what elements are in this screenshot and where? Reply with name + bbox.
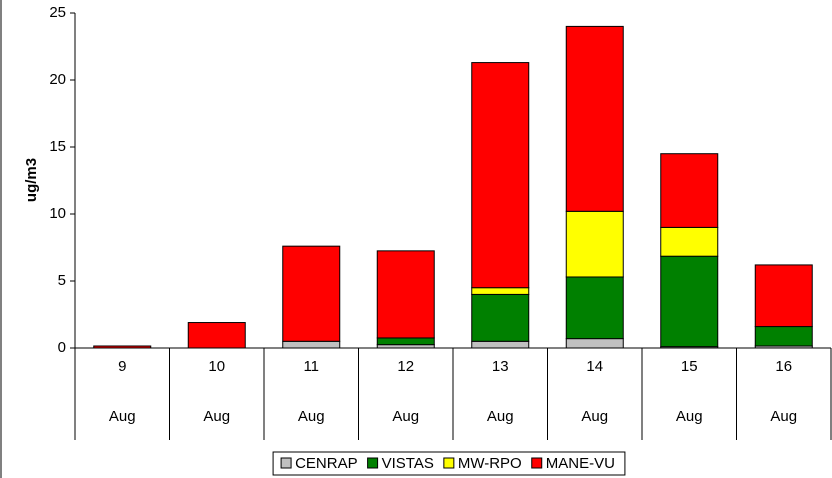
x-tick-month: Aug (109, 408, 136, 425)
bar-segment (187, 322, 246, 349)
x-tick-month: Aug (676, 408, 703, 425)
bar-segment (93, 345, 152, 349)
x-tick-month: Aug (770, 408, 797, 425)
legend-swatch (367, 457, 379, 469)
x-tick-month: Aug (298, 408, 325, 425)
y-tick-label: 10 (49, 205, 66, 222)
y-tick-label: 25 (49, 4, 66, 21)
x-tick-month: Aug (203, 408, 230, 425)
x-tick-label: 9 (118, 358, 126, 375)
y-axis-label: ug/m3 (23, 158, 40, 202)
bar-segment (565, 338, 624, 349)
x-tick-label: 11 (303, 358, 319, 375)
bar-segment (471, 62, 530, 289)
y-tick-label: 20 (49, 71, 66, 88)
x-tick-label: 13 (492, 358, 509, 375)
x-tick-label: 15 (681, 358, 698, 375)
bar-segment (471, 340, 530, 349)
bar-segment (754, 326, 813, 347)
bar-segment (754, 264, 813, 328)
bar-segment (376, 337, 435, 346)
bar-segment (376, 344, 435, 349)
y-tick-label: 5 (58, 272, 66, 289)
bar-segment (660, 153, 719, 228)
bar-segment (471, 293, 530, 342)
legend-swatch (280, 457, 292, 469)
bar-segment (565, 25, 624, 212)
legend-label: VISTAS (382, 455, 434, 472)
x-tick-label: 16 (775, 358, 792, 375)
x-tick-month: Aug (392, 408, 419, 425)
x-tick-month: Aug (581, 408, 608, 425)
x-tick-label: 14 (586, 358, 603, 375)
legend-swatch (443, 457, 455, 469)
bar-segment (471, 287, 530, 295)
bar-segment (376, 250, 435, 339)
bar-segment (282, 340, 341, 349)
bar-segment (282, 245, 341, 342)
legend-swatch (531, 457, 543, 469)
bar-segment (660, 226, 719, 257)
bar-segment (660, 255, 719, 348)
legend-label: CENRAP (295, 455, 358, 472)
x-tick-label: 10 (208, 358, 225, 375)
bar-segment (565, 210, 624, 278)
x-tick-month: Aug (487, 408, 514, 425)
y-tick-label: 0 (58, 339, 66, 356)
x-tick-label: 12 (397, 358, 414, 375)
legend-label: MW-RPO (458, 455, 522, 472)
legend-label: MANE-VU (546, 455, 615, 472)
y-tick-label: 15 (49, 138, 66, 155)
bar-segment (565, 276, 624, 340)
